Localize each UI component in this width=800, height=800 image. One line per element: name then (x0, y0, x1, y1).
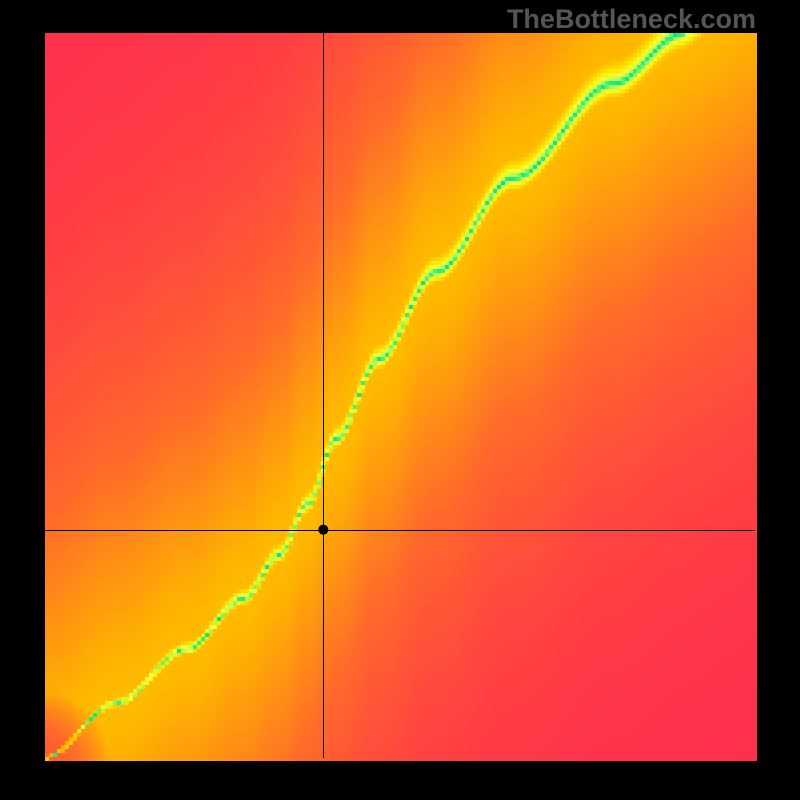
chart-container: { "type": "heatmap", "canvas": { "width"… (0, 0, 800, 800)
bottleneck-heatmap (0, 0, 800, 800)
watermark-text: TheBottleneck.com (507, 4, 756, 35)
